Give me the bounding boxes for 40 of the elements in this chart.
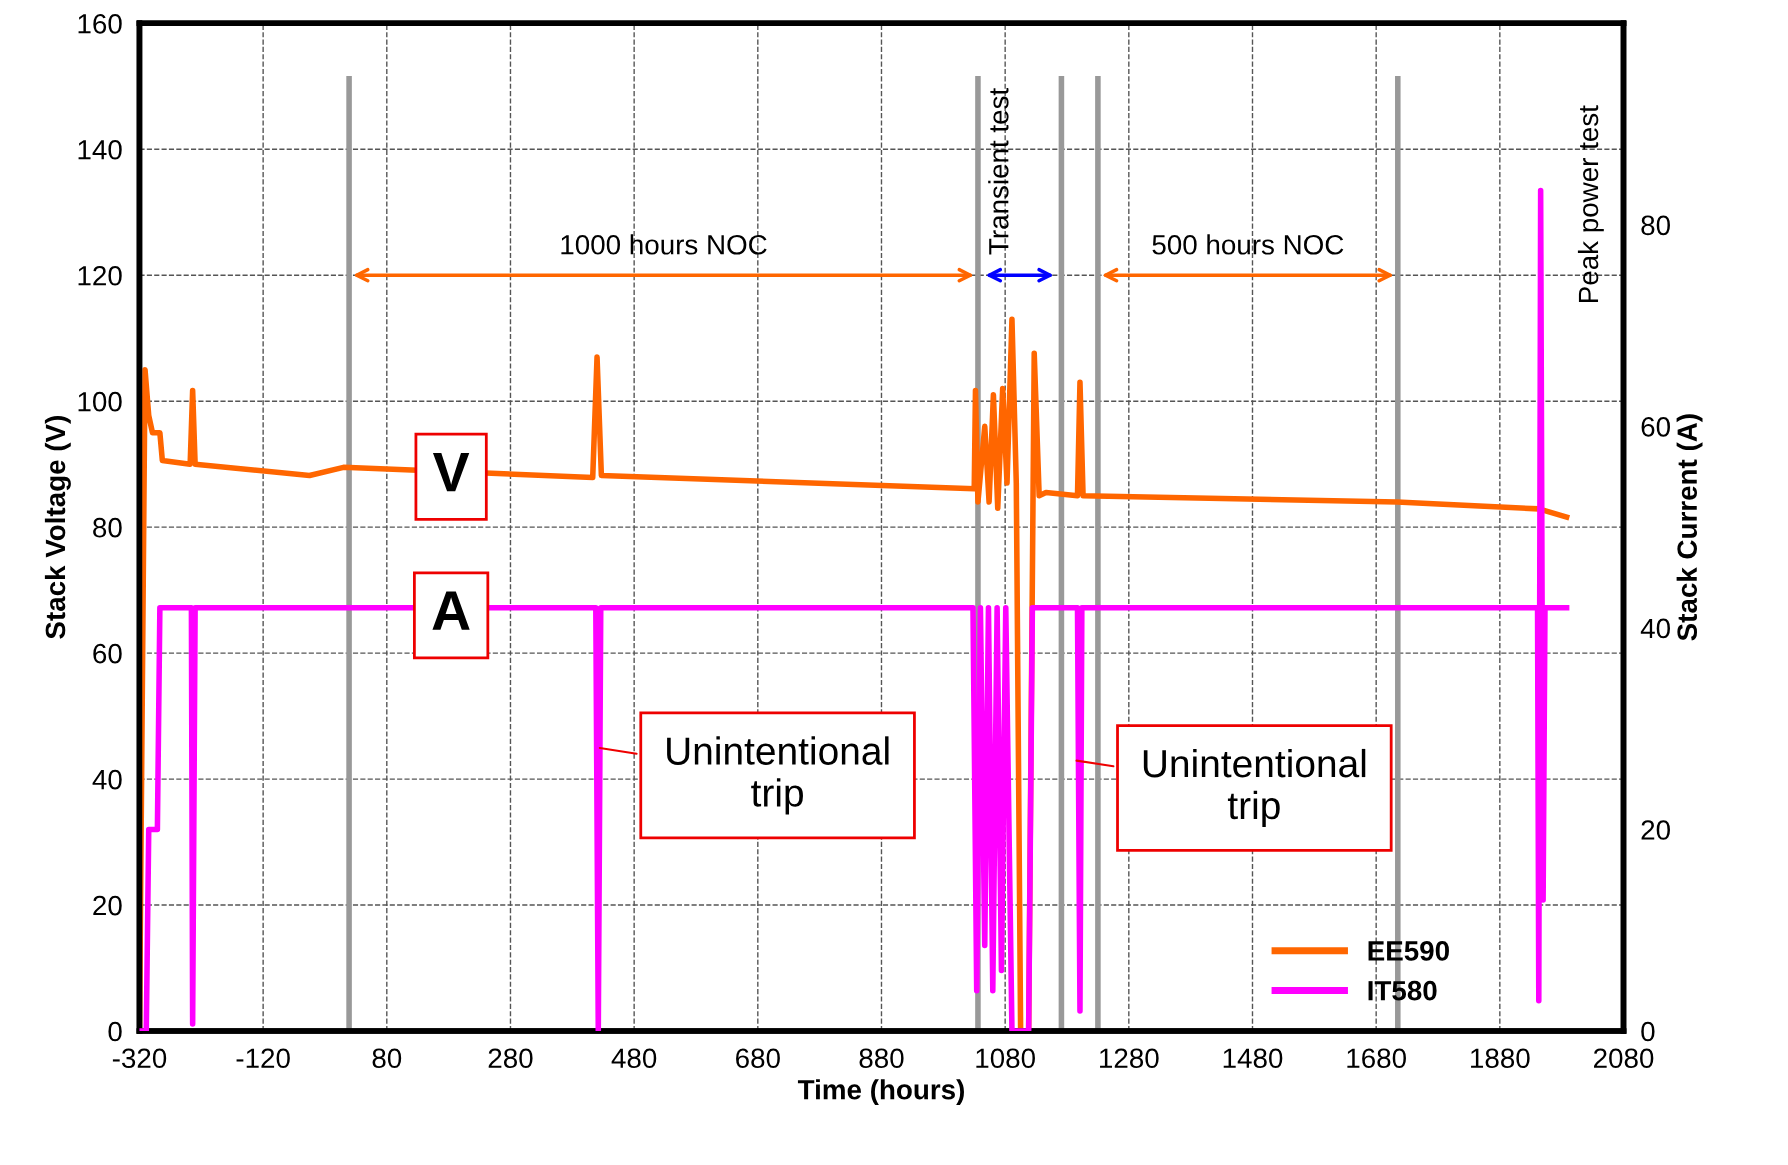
y-axis-title: Stack Voltage (V)	[44, 416, 71, 639]
y-tick-label: 20	[93, 895, 122, 916]
y-tick-label: 60	[93, 643, 122, 664]
y-tick-label: 160	[78, 13, 122, 34]
y-tick-label: 120	[78, 265, 122, 286]
x-tick-label: -320	[112, 1048, 167, 1069]
y2-tick-label: 60	[1641, 417, 1670, 437]
y-tick-label: 0	[108, 1021, 122, 1042]
y2-tick-label: 80	[1641, 215, 1670, 236]
x-tick-label: 880	[859, 1048, 904, 1069]
x-tick-label: 2080	[1594, 1048, 1654, 1069]
x-tick-label: -120	[236, 1048, 290, 1069]
x-tick-label: 1880	[1471, 1048, 1530, 1069]
x-tick-label: 1080	[976, 1048, 1035, 1069]
x-tick-label: 1280	[1100, 1048, 1159, 1069]
y-tick-label: 40	[92, 769, 122, 790]
annotation: V	[432, 452, 470, 492]
annotation: A	[432, 591, 470, 630]
y-tick-label: 140	[78, 139, 122, 160]
y2-axis-title: Stack Current (A)	[1676, 414, 1703, 641]
y2-tick-label: 40	[1640, 618, 1670, 639]
x-axis-title: Time (hours)	[797, 1079, 964, 1106]
x-tick-label: 1680	[1347, 1048, 1406, 1069]
annotation: 1000 hours NOC	[561, 234, 767, 255]
annotation: Unintentional trip	[1143, 748, 1366, 828]
x-tick-label: 80	[372, 1048, 402, 1069]
annotation: Unintentional trip	[667, 736, 889, 815]
legend-label: EE590	[1368, 941, 1449, 961]
y2-tick-label: 0	[1641, 1021, 1655, 1042]
y2-tick-label: 20	[1641, 820, 1670, 840]
x-tick-label: 480	[611, 1048, 657, 1069]
y-tick-label: 100	[78, 391, 122, 412]
annotation: 500 hours NOC	[1152, 234, 1344, 255]
annotation: Transient test	[988, 88, 1009, 255]
x-tick-label: 1480	[1223, 1048, 1283, 1069]
legend-label: IT580	[1368, 980, 1437, 1001]
x-tick-label: 280	[488, 1048, 533, 1069]
annotation: Peak power test	[1577, 105, 1604, 302]
x-tick-label: 680	[736, 1048, 780, 1069]
y-tick-label: 80	[93, 517, 122, 538]
